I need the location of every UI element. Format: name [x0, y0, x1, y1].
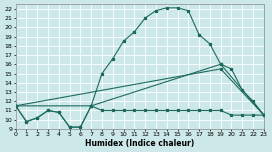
- X-axis label: Humidex (Indice chaleur): Humidex (Indice chaleur): [85, 139, 194, 148]
